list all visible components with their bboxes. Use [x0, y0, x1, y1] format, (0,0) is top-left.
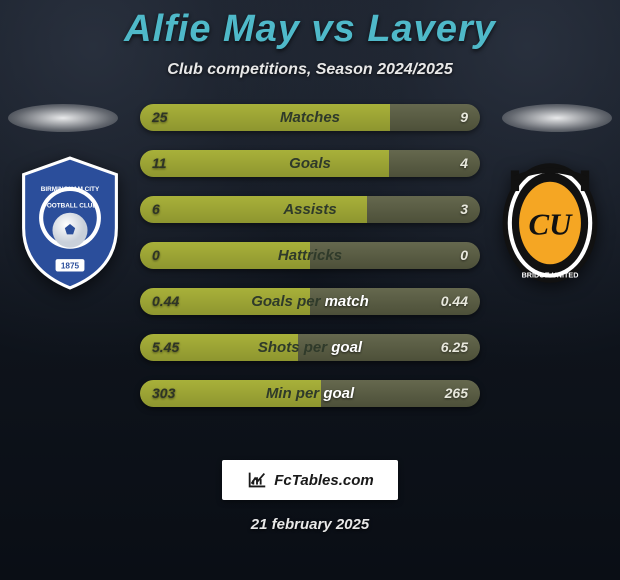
crest-left: BIRMINGHAM CITY FOOTBALL CLUB 1875 [18, 156, 122, 290]
stat-segment-right [389, 150, 480, 177]
stat-segment-right [367, 196, 480, 223]
page-title: Alfie May vs Lavery [0, 0, 620, 51]
subtitle: Club competitions, Season 2024/2025 [0, 61, 620, 79]
source-badge: FcTables.com [222, 460, 398, 500]
stat-segment-left [140, 104, 390, 131]
stat-segment-right [321, 380, 480, 407]
stat-row: 00Hattricks [140, 242, 480, 269]
stat-segment-left [140, 288, 310, 315]
stat-segment-right [298, 334, 480, 361]
stat-row: 63Assists [140, 196, 480, 223]
svg-text:BIRMINGHAM CITY: BIRMINGHAM CITY [41, 186, 100, 193]
stat-segment-right [310, 288, 480, 315]
chart-icon [246, 469, 268, 491]
stat-segment-left [140, 242, 310, 269]
source-badge-text: FcTables.com [274, 472, 373, 489]
stat-segment-right [310, 242, 480, 269]
stat-segment-left [140, 334, 298, 361]
stat-bars: 259Matches 114Goals 63Assists 00Hattricks 0.… [140, 104, 480, 407]
stat-row: 0.440.44Goals per match [140, 288, 480, 315]
svg-text:FOOTBALL CLUB: FOOTBALL CLUB [43, 203, 97, 210]
stat-segment-left [140, 196, 367, 223]
stat-segment-left [140, 150, 389, 177]
stat-row: 114Goals [140, 150, 480, 177]
stat-row: 259Matches [140, 104, 480, 131]
stat-row: 303265Min per goal [140, 380, 480, 407]
comparison-arena: BIRMINGHAM CITY FOOTBALL CLUB 1875 CU BR… [0, 104, 620, 434]
footer-date: 21 february 2025 [0, 516, 620, 533]
stat-row: 5.456.25Shots per goal [140, 334, 480, 361]
svg-text:BRIDGE UNITED: BRIDGE UNITED [522, 271, 579, 280]
svg-text:CU: CU [529, 206, 574, 241]
svg-text:1875: 1875 [61, 261, 80, 270]
spotlight-left [8, 104, 118, 132]
stat-segment-right [390, 104, 480, 131]
stat-segment-left [140, 380, 321, 407]
spotlight-right [502, 104, 612, 132]
crest-right: CU BRIDGE UNITED [498, 156, 602, 290]
